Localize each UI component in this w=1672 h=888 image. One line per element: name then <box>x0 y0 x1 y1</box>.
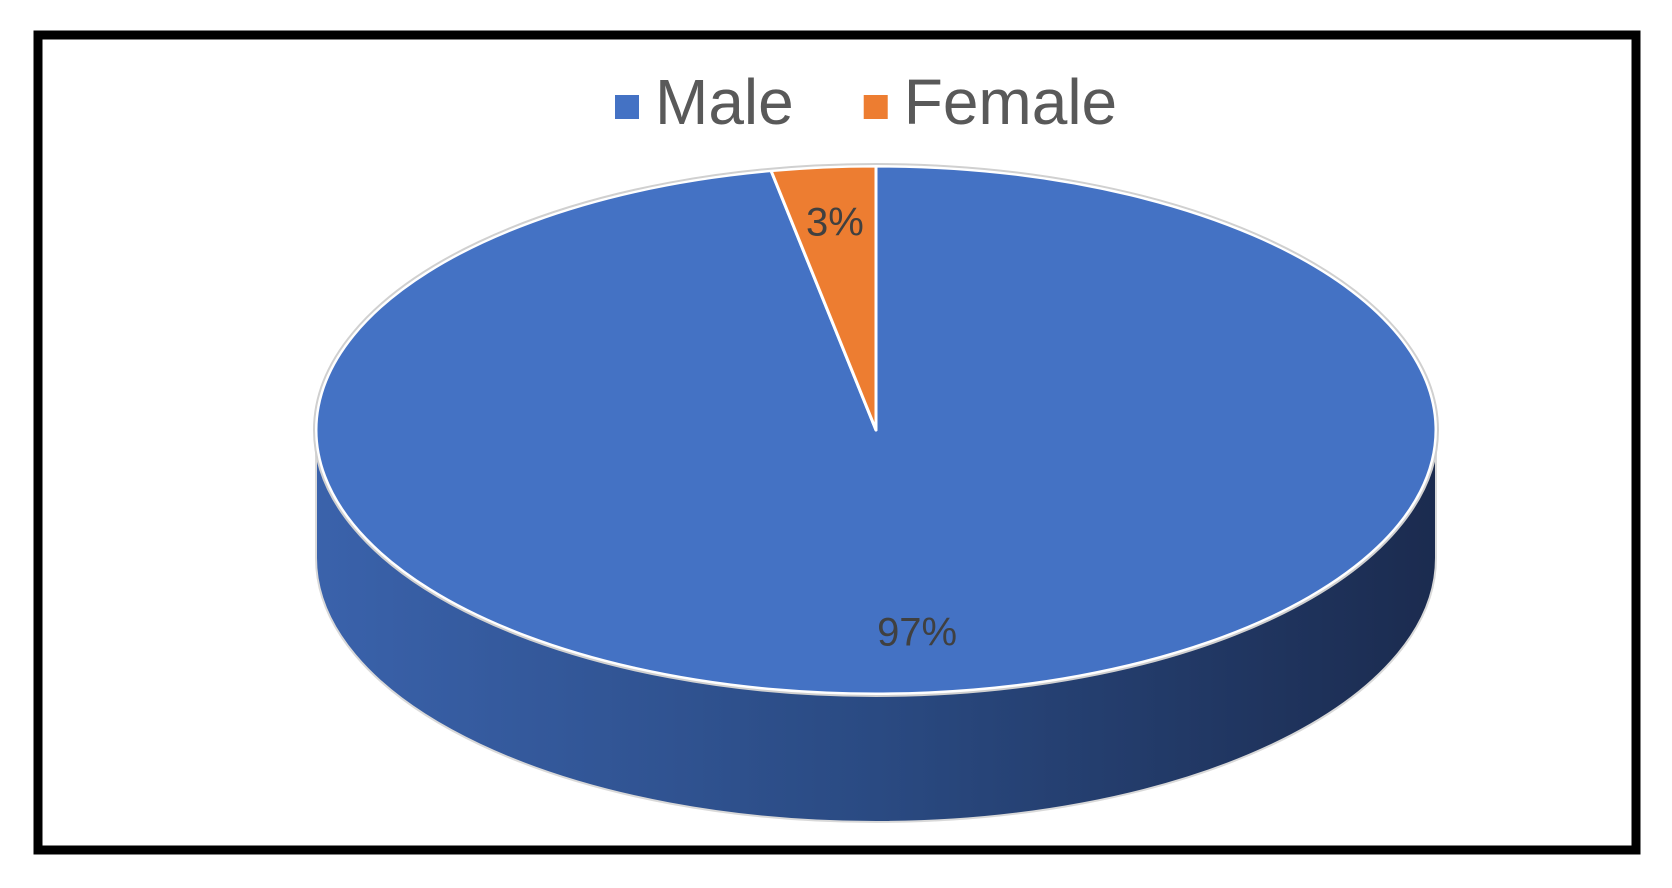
legend-swatch <box>615 95 639 119</box>
data-label: 97% <box>877 611 957 655</box>
pie: 97% 3% <box>313 163 1439 823</box>
legend-label: Female <box>904 66 1117 138</box>
data-label: 3% <box>806 201 864 245</box>
legend-swatch <box>863 95 888 119</box>
pie-outline <box>313 163 1439 697</box>
pie-slice <box>769 164 878 432</box>
legend: Male Female <box>615 66 1117 138</box>
legend-label: Male <box>655 66 794 138</box>
